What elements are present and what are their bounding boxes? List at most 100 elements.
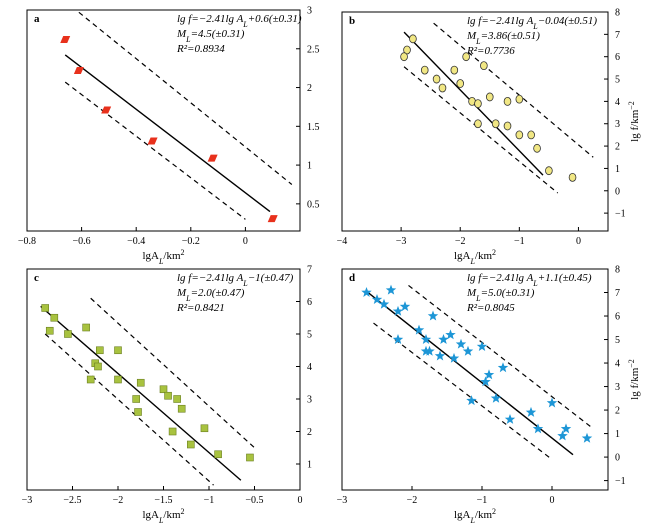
- y-tick-label: 6: [307, 297, 312, 308]
- data-point: [450, 65, 459, 75]
- x-tick-label: −2: [113, 495, 124, 506]
- data-point: [568, 172, 577, 182]
- data-point: [545, 166, 553, 176]
- y-tick-label: 1: [307, 460, 312, 471]
- data-point: [164, 391, 172, 400]
- confidence-bound-line: [373, 322, 553, 460]
- data-point: [86, 375, 95, 384]
- annotation-line: ML=4.5(±0.31): [176, 28, 245, 44]
- data-point: [532, 423, 544, 434]
- plot-frame: [26, 268, 301, 491]
- annotation-line: R²=0.8045: [466, 302, 515, 314]
- x-tick-label: −3: [396, 236, 407, 247]
- data-point: [557, 430, 568, 441]
- confidence-bound-line: [64, 81, 246, 220]
- x-tick-label: −2: [407, 495, 418, 506]
- data-point: [168, 427, 177, 436]
- x-tick-label: −3: [337, 495, 348, 506]
- data-point: [246, 453, 254, 462]
- y-tick-label: 2: [307, 427, 312, 438]
- panel-label: b: [349, 15, 355, 27]
- data-point: [480, 61, 488, 71]
- data-point: [101, 106, 112, 114]
- y-tick-label: 6: [615, 52, 620, 63]
- data-point: [361, 287, 372, 297]
- data-point: [424, 345, 435, 356]
- data-point: [427, 310, 439, 321]
- y-tick-label: 1.5: [307, 122, 320, 133]
- data-point: [214, 450, 222, 459]
- y-tick-label: 0.5: [307, 199, 320, 210]
- annotation-line: ML=2.0(±0.47): [176, 287, 245, 303]
- data-point: [462, 345, 474, 356]
- y-axis-label: lg f/km−2: [627, 101, 642, 142]
- data-point: [504, 413, 516, 424]
- y-tick-label: −1: [615, 476, 626, 487]
- chart-panel-b: −4 −3 −2 −1 0 −1 0 1 2 3 4 5 6 7 8 b lg f=−2.41lg AL−0.0…: [337, 8, 641, 266]
- data-point: [413, 324, 425, 335]
- data-point: [187, 440, 195, 449]
- data-point: [371, 294, 383, 305]
- data-point: [533, 143, 541, 153]
- y-tick-label: 3: [615, 119, 620, 130]
- y-tick-label: 3: [307, 6, 312, 17]
- data-point: [448, 352, 460, 363]
- panel-label: d: [349, 272, 355, 284]
- data-point: [73, 66, 84, 74]
- y-tick-label: 2: [615, 142, 620, 153]
- data-point: [392, 305, 404, 316]
- data-point: [490, 392, 502, 403]
- data-point: [45, 326, 54, 335]
- y-tick-label: 5: [615, 335, 620, 346]
- data-point: [267, 215, 278, 223]
- plot-frame: [341, 11, 609, 232]
- confidence-bound-line: [90, 297, 255, 449]
- x-tick-label: −2.5: [63, 495, 81, 506]
- panel-label: a: [34, 13, 40, 25]
- x-tick-label: −0.4: [127, 236, 145, 247]
- data-point: [480, 376, 491, 387]
- x-tick-label: −2: [455, 236, 466, 247]
- x-axis-label: lgAL/km2: [454, 507, 496, 525]
- fit-line: [366, 290, 574, 456]
- data-point: [438, 334, 449, 344]
- y-tick-label: 5: [615, 75, 620, 86]
- y-tick-label: 1: [615, 429, 620, 440]
- data-point: [456, 79, 465, 88]
- confidence-bound-line: [44, 333, 214, 486]
- x-tick-label: −1.5: [154, 495, 172, 506]
- annotation-line: lg f=−2.41lg AL−0.04(±0.51): [467, 15, 597, 31]
- data-point: [420, 65, 429, 75]
- data-point: [159, 385, 168, 394]
- data-point: [503, 121, 512, 131]
- fit-line: [40, 305, 242, 481]
- x-tick-label: 0: [576, 236, 581, 247]
- data-point: [432, 74, 441, 84]
- plot-frame: [341, 268, 609, 491]
- plot-frame: [26, 9, 301, 232]
- confidence-bound-line: [433, 22, 594, 158]
- fit-line: [64, 54, 271, 213]
- data-point: [60, 35, 71, 43]
- y-tick-label: 4: [307, 362, 312, 373]
- data-point: [445, 329, 456, 340]
- y-tick-label: 0: [615, 453, 620, 464]
- data-point: [200, 424, 209, 433]
- x-axis-label: lgAL/km2: [454, 248, 496, 266]
- y-tick-label: 8: [615, 8, 620, 19]
- data-point: [462, 52, 470, 62]
- data-point: [483, 369, 495, 380]
- x-tick-label: 0: [298, 495, 303, 506]
- x-axis-label: lgAL/km2: [142, 507, 184, 525]
- y-tick-label: 6: [615, 312, 620, 323]
- data-point: [503, 96, 512, 106]
- data-point: [392, 334, 404, 344]
- data-point: [420, 334, 432, 344]
- annotation-line: R²=0.8934: [176, 43, 225, 55]
- data-point: [82, 323, 90, 332]
- y-tick-label: 0: [615, 186, 620, 197]
- annotation-line: ML=5.0(±0.31): [466, 287, 535, 303]
- data-point: [64, 330, 72, 338]
- data-point: [378, 298, 390, 309]
